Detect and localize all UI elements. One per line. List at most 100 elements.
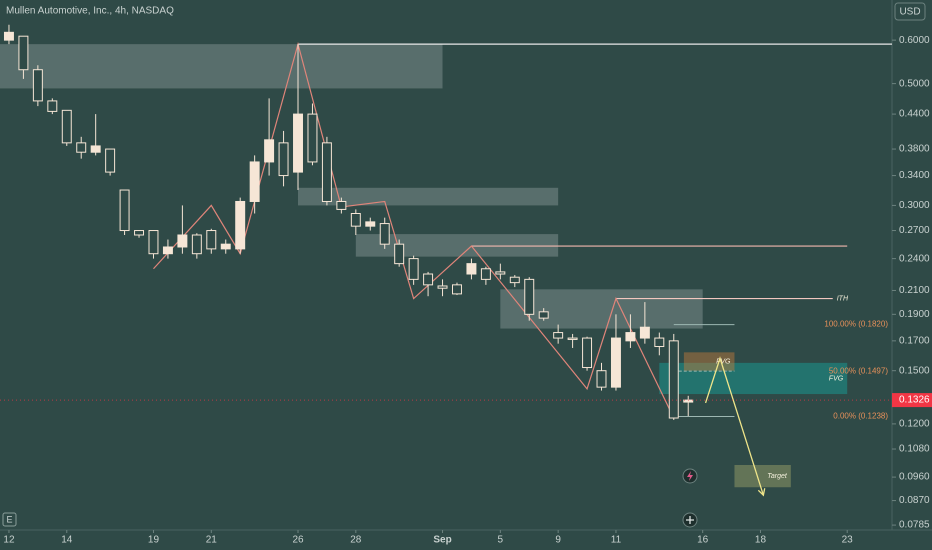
- y-tick-label: 0.0870: [899, 495, 930, 506]
- x-tick-label: 9: [555, 535, 561, 546]
- candle-body: [553, 332, 564, 339]
- last-price-box: [892, 393, 932, 408]
- y-tick-label: 0.0960: [899, 472, 930, 483]
- x-tick-label: 11: [611, 535, 622, 546]
- candle-body: [394, 243, 405, 265]
- zone-label: Target: [767, 473, 788, 480]
- candle-body: [134, 230, 145, 236]
- candle-body: [76, 142, 87, 153]
- candle-body: [307, 113, 318, 163]
- candle-body: [379, 223, 390, 245]
- lightning-glyph: [687, 471, 693, 481]
- candle-body: [148, 230, 159, 255]
- projection-arrowhead: [757, 488, 766, 497]
- x-tick-label: 23: [842, 535, 854, 546]
- y-tick-label: 0.1500: [899, 365, 930, 376]
- e-button[interactable]: [2, 512, 17, 527]
- x-tick-label: 28: [350, 535, 362, 546]
- candle-body: [61, 109, 72, 144]
- y-tick-label: 0.6000: [899, 35, 930, 46]
- candle-body: [582, 337, 593, 369]
- candle-body: [278, 142, 289, 177]
- candle-body: [654, 337, 665, 348]
- x-tick-label: 16: [697, 535, 709, 546]
- candle-body: [596, 370, 607, 388]
- zone: [659, 362, 848, 395]
- e-button-label[interactable]: E: [6, 514, 12, 524]
- fib-label: 0.00% (0.1238): [833, 412, 888, 421]
- x-tick-label: 19: [148, 535, 160, 546]
- level-label: ITH: [837, 295, 849, 302]
- y-tick-label: 0.1900: [899, 309, 930, 320]
- candle-body: [105, 148, 116, 173]
- y-tick-label: 0.1080: [899, 444, 930, 455]
- fib-label: 100.00% (0.1820): [824, 320, 888, 329]
- candle-body: [668, 340, 679, 419]
- candle-body: [191, 234, 202, 255]
- candle-body: [567, 337, 578, 340]
- y-tick-label: 0.3400: [899, 170, 930, 181]
- y-tick-label: 0.0785: [899, 520, 930, 531]
- candle-body: [495, 271, 506, 275]
- candle-body: [264, 139, 275, 163]
- candle-body: [162, 246, 173, 255]
- candle-body: [235, 200, 246, 250]
- candle-body: [437, 285, 448, 289]
- candle-body: [365, 221, 376, 227]
- chart-title: Mullen Automotive, Inc., 4h, NASDAQ: [6, 6, 174, 17]
- y-tick-label: 0.2100: [899, 285, 930, 296]
- candle-body: [509, 276, 520, 284]
- x-tick-label: 12: [3, 535, 15, 546]
- candle-body: [321, 142, 332, 202]
- x-tick-label: 21: [206, 535, 218, 546]
- y-tick-label: 0.5000: [899, 78, 930, 89]
- candle-body: [610, 337, 621, 388]
- candle-body: [480, 268, 491, 280]
- y-tick-label: 0.3000: [899, 200, 930, 211]
- currency-box[interactable]: [894, 2, 926, 21]
- y-tick-label: 0.1200: [899, 419, 930, 430]
- candle-body: [408, 258, 419, 280]
- candle-body: [625, 332, 636, 342]
- candle-body: [206, 230, 217, 250]
- candle-body: [452, 284, 462, 295]
- candle-body: [119, 189, 130, 232]
- y-tick-label: 0.2400: [899, 253, 930, 264]
- candle-body: [350, 212, 361, 227]
- candle-body: [293, 113, 303, 173]
- zone: [355, 234, 559, 257]
- candle-body: [466, 263, 477, 275]
- candle-body: [538, 311, 549, 319]
- last-price-label: 0.1326: [899, 395, 930, 406]
- candle-body: [423, 273, 434, 286]
- x-tick-label: 26: [292, 535, 304, 546]
- zone: [0, 44, 443, 89]
- x-tick-label: 5: [498, 535, 504, 546]
- add-glyph: [686, 516, 694, 524]
- y-tick-label: 0.1700: [899, 335, 930, 346]
- candle-body: [47, 100, 58, 112]
- x-tick-label: 14: [61, 535, 73, 546]
- y-tick-label: 0.3800: [899, 144, 930, 155]
- zone: [298, 187, 559, 206]
- y-tick-label: 0.4400: [899, 109, 930, 120]
- projection-line: [704, 356, 764, 496]
- candle-body: [249, 161, 260, 202]
- candle-body: [336, 200, 347, 210]
- candle-body: [90, 145, 101, 153]
- candle-body: [18, 35, 29, 71]
- x-tick-label: 18: [755, 535, 767, 546]
- x-tick-label: Sep: [433, 535, 451, 546]
- candle-body: [177, 234, 188, 248]
- currency[interactable]: USD: [899, 7, 920, 18]
- candle-body: [524, 278, 535, 315]
- y-tick-label: 0.2700: [899, 225, 930, 236]
- candle-body: [639, 326, 650, 339]
- zigzag-line: [153, 41, 675, 419]
- candle-body: [3, 31, 14, 41]
- fib-label: 50.00% (0.1497): [829, 366, 888, 375]
- candle-body: [32, 69, 43, 102]
- zone: [734, 464, 791, 488]
